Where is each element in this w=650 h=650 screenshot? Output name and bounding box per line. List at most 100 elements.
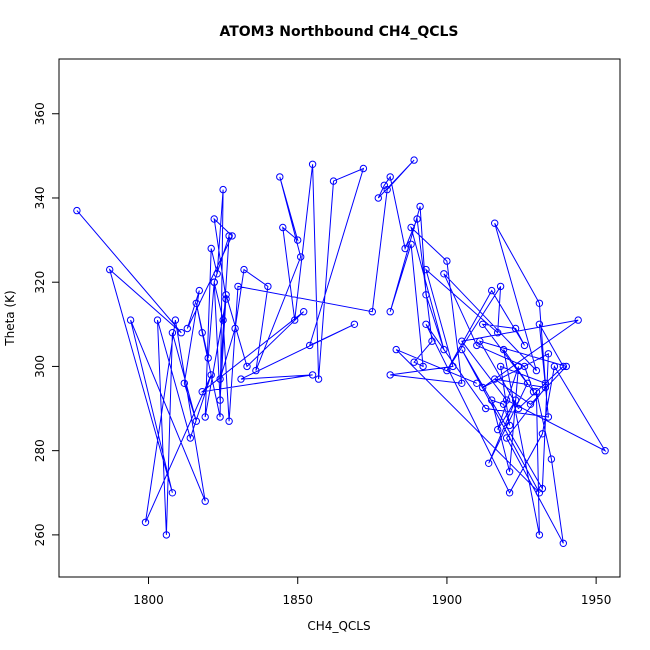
data-point (300, 308, 308, 316)
data-point (491, 219, 499, 227)
data-point (276, 173, 284, 181)
data-point (386, 173, 394, 181)
data-point (177, 329, 186, 337)
data-point (440, 345, 448, 354)
data-point (237, 375, 245, 383)
x-tick-label: 1800 (133, 593, 164, 607)
data-point (505, 421, 514, 430)
data-point (485, 459, 493, 467)
data-point (201, 413, 209, 421)
data-point (192, 299, 201, 307)
data-point (126, 316, 135, 324)
data-point (476, 337, 484, 345)
data-point (201, 497, 209, 505)
data-point (210, 278, 218, 286)
data-point (198, 329, 206, 337)
data-point (380, 181, 388, 190)
data-point (458, 337, 466, 345)
data-point (535, 489, 544, 497)
chart-title: ATOM3 Northbound CH4_QCLS (219, 24, 458, 40)
data-point (443, 366, 451, 375)
y-axis: 260 280 300 320 340 360 (33, 102, 59, 546)
y-tick-label: 340 (33, 187, 47, 210)
data-point (535, 320, 544, 328)
data-point (458, 379, 466, 387)
data-point (526, 400, 535, 408)
data-point (496, 362, 505, 371)
data-point (410, 156, 418, 164)
data-point (494, 425, 502, 434)
data-point (422, 291, 430, 299)
data-point (443, 257, 451, 265)
data-point (538, 430, 547, 438)
data-point (502, 434, 511, 442)
data-point (547, 455, 556, 463)
series-layer (73, 156, 609, 547)
plot-frame (58, 58, 621, 578)
data-point (219, 316, 227, 324)
data-point (183, 324, 192, 333)
data-point (350, 320, 359, 328)
data-point (532, 366, 541, 375)
x-tick-label: 1900 (432, 593, 463, 607)
data-point (422, 320, 430, 328)
data-point (559, 362, 567, 371)
data-point (162, 531, 171, 539)
data-point (419, 362, 427, 371)
data-point (479, 383, 487, 392)
data-point (207, 244, 215, 253)
data-point (601, 447, 609, 455)
data-point (529, 388, 538, 396)
data-point (153, 316, 162, 324)
data-point (496, 282, 505, 291)
data-point (308, 160, 317, 169)
data-point (192, 417, 201, 425)
data-point (386, 371, 394, 379)
data-point (541, 379, 550, 387)
data-point (505, 468, 514, 476)
data-point (213, 270, 221, 278)
y-tick-label: 360 (33, 102, 47, 125)
data-point (458, 345, 466, 354)
data-point (514, 362, 523, 371)
data-point (106, 265, 114, 274)
data-point (141, 518, 150, 526)
data-point (308, 371, 317, 379)
data-point (544, 350, 553, 358)
data-point (222, 295, 230, 303)
data-point (225, 232, 233, 240)
data-point (523, 379, 532, 387)
data-point (392, 345, 400, 354)
data-point (291, 316, 299, 324)
data-point (511, 324, 520, 333)
data-point (440, 270, 448, 278)
data-point (207, 371, 215, 379)
y-axis-label: Theta (K) (3, 290, 17, 346)
data-point (413, 215, 421, 223)
data-point (574, 316, 582, 324)
data-point (210, 215, 218, 223)
data-point (544, 413, 553, 421)
data-point (541, 383, 550, 392)
data-point (520, 341, 529, 350)
data-point (231, 324, 239, 333)
data-point (216, 396, 224, 404)
data-point (532, 388, 541, 396)
data-point (499, 345, 508, 354)
x-tick-label: 1950 (581, 593, 612, 607)
data-point (482, 404, 490, 413)
data-point (562, 362, 570, 371)
data-point (514, 404, 523, 413)
data-point (216, 375, 224, 383)
data-point (479, 320, 487, 328)
data-point (264, 282, 272, 291)
data-point (535, 531, 544, 539)
data-point (294, 236, 302, 244)
data-point (494, 329, 502, 337)
data-point (374, 194, 382, 202)
data-point (297, 253, 305, 261)
data-point (488, 286, 496, 295)
data-point (535, 299, 544, 307)
y-tick-label: 280 (33, 439, 47, 462)
